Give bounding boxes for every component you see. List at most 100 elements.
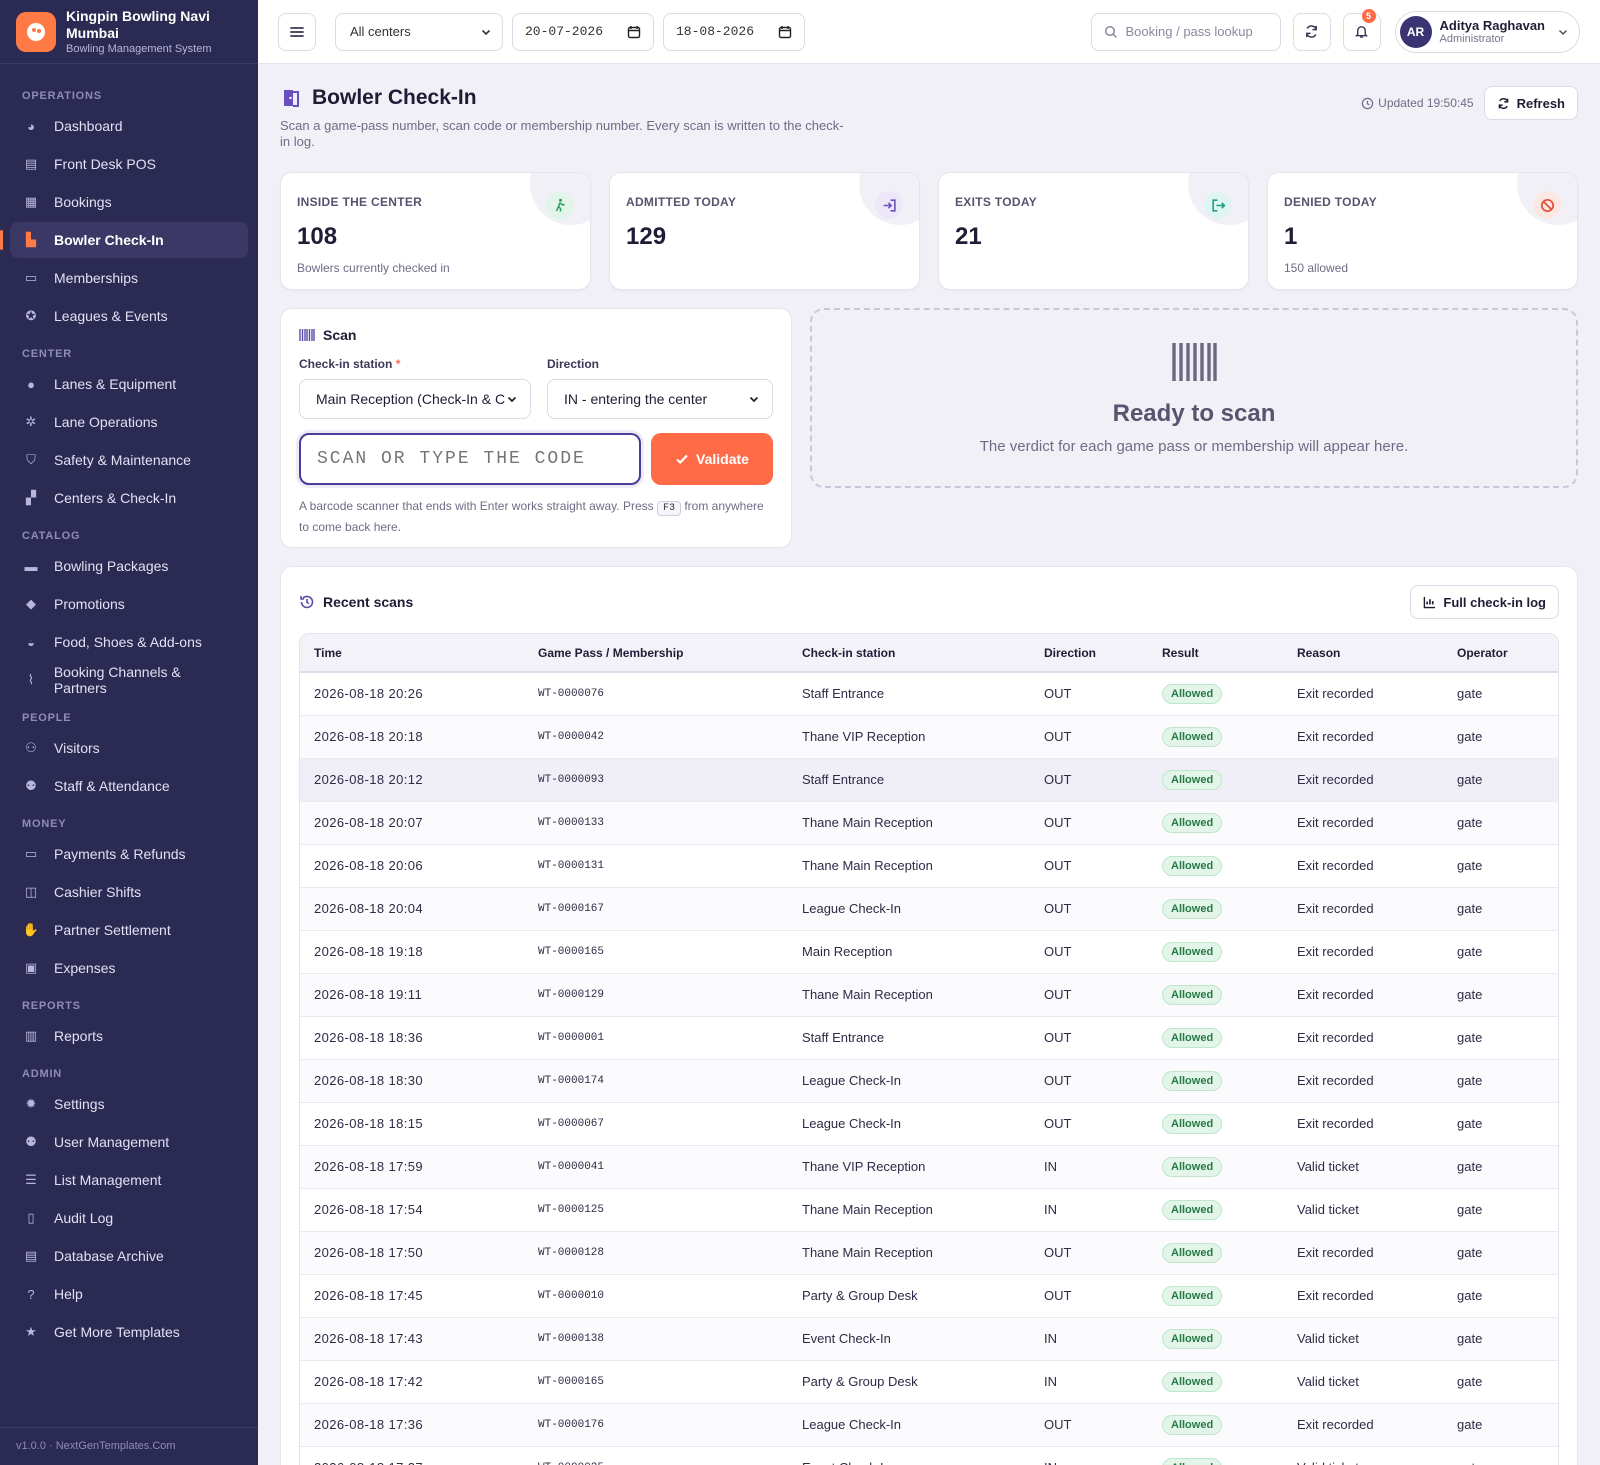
table-row[interactable]: 2026-08-18 17:59 WT-0000041 Thane VIP Rece… bbox=[300, 1145, 1558, 1189]
user-menu[interactable]: AR Aditya Raghavan Administrator bbox=[1394, 10, 1580, 53]
brand[interactable]: Kingpin Bowling Navi Mumbai Bowling Mana… bbox=[0, 0, 258, 64]
result-cell: Allowed bbox=[1148, 758, 1283, 802]
sidebar-item-front-desk-pos[interactable]: ▤ Front Desk POS bbox=[10, 146, 248, 182]
table-row[interactable]: 2026-08-18 18:15 WT-0000067 League Check-I… bbox=[300, 1102, 1558, 1146]
table-row[interactable]: 2026-08-18 17:54 WT-0000125 Thane Main Rec… bbox=[300, 1188, 1558, 1232]
table-row[interactable]: 2026-08-18 17:50 WT-0000128 Thane Main Rec… bbox=[300, 1231, 1558, 1275]
table-row[interactable]: 2026-08-18 18:36 WT-0000001 Staff Entrance… bbox=[300, 1016, 1558, 1060]
date-from-input[interactable]: 20-07-2026 bbox=[512, 12, 654, 51]
sidebar-item-list-management[interactable]: ☰ List Management bbox=[10, 1162, 248, 1198]
column-header[interactable]: Time bbox=[300, 634, 524, 673]
operator-cell: gate bbox=[1443, 930, 1558, 974]
table-row[interactable]: 2026-08-18 20:26 WT-0000076 Staff Entrance… bbox=[300, 672, 1558, 716]
sidebar-item-centers-check-in[interactable]: ▞ Centers & Check-In bbox=[10, 480, 248, 516]
column-header[interactable]: Check-in station bbox=[788, 634, 1030, 673]
status-badge: Allowed bbox=[1162, 1242, 1223, 1263]
column-header[interactable]: Reason bbox=[1283, 634, 1443, 673]
sidebar-item-dashboard[interactable]: ◕ Dashboard bbox=[10, 108, 248, 144]
time-cell: 2026-08-18 20:26 bbox=[300, 672, 524, 716]
reason-cell: Exit recorded bbox=[1283, 1403, 1443, 1447]
result-cell: Allowed bbox=[1148, 1360, 1283, 1404]
tag-icon: ◆ bbox=[26, 596, 36, 611]
full-check-in-log-button[interactable]: Full check-in log bbox=[1410, 585, 1559, 619]
refresh-button[interactable]: Refresh bbox=[1483, 86, 1578, 120]
sidebar-item-get-more-templates[interactable]: ★ Get More Templates bbox=[10, 1314, 248, 1350]
time-cell: 2026-08-18 18:30 bbox=[300, 1059, 524, 1103]
table-row[interactable]: 2026-08-18 19:18 WT-0000165 Main Reception… bbox=[300, 930, 1558, 974]
sidebar-item-promotions[interactable]: ◆ Promotions bbox=[10, 586, 248, 622]
time-cell: 2026-08-18 18:36 bbox=[300, 1016, 524, 1060]
sidebar-item-cashier-shifts[interactable]: ◫ Cashier Shifts bbox=[10, 874, 248, 910]
table-row[interactable]: 2026-08-18 20:12 WT-0000093 Staff Entrance… bbox=[300, 758, 1558, 802]
table-header-row: Time Game Pass / Membership Check-in stati… bbox=[300, 634, 1558, 673]
station-cell: Party & Group Desk bbox=[788, 1274, 1030, 1318]
table-row[interactable]: 2026-08-18 17:27WT-0000025Event Check-In… bbox=[300, 1446, 1558, 1465]
station-select[interactable]: Main Reception (Check-In & Check-Out) bbox=[299, 379, 531, 419]
menu-toggle-button[interactable] bbox=[278, 12, 316, 51]
pass-cell: WT-0000176 bbox=[524, 1403, 788, 1447]
sidebar-item-lanes-equipment[interactable]: ● Lanes & Equipment bbox=[10, 366, 248, 402]
booking-lookup-search[interactable]: Booking / pass lookup bbox=[1090, 12, 1281, 51]
sidebar-item-user-management[interactable]: ⚉ User Management bbox=[10, 1124, 248, 1160]
scan-code-input[interactable] bbox=[299, 433, 641, 485]
status-badge: Allowed bbox=[1162, 1070, 1223, 1091]
sidebar-item-settings[interactable]: ✹ Settings bbox=[10, 1086, 248, 1122]
sidebar-item-reports[interactable]: ▥ Reports bbox=[10, 1018, 248, 1054]
table-row[interactable]: 2026-08-18 17:43 WT-0000138 Event Check-In… bbox=[300, 1317, 1558, 1361]
table-row[interactable]: 2026-08-18 20:18 WT-0000042 Thane VIP Rece… bbox=[300, 715, 1558, 759]
operator-cell: gate bbox=[1443, 715, 1558, 759]
sidebar-item-booking-channels-partners[interactable]: ⌇ Booking Channels & Partners bbox=[10, 662, 248, 698]
table-row[interactable]: 2026-08-18 20:06 WT-0000131 Thane Main Rec… bbox=[300, 844, 1558, 888]
result-cell: Allowed bbox=[1148, 1059, 1283, 1103]
sidebar-item-payments-refunds[interactable]: ▭ Payments & Refunds bbox=[10, 836, 248, 872]
sidebar-item-leagues-events[interactable]: ✪ Leagues & Events bbox=[10, 298, 248, 334]
sidebar-item-bowler-check-in[interactable]: ▙ Bowler Check-In bbox=[0, 222, 248, 258]
center-select[interactable]: All centers bbox=[335, 12, 503, 51]
table-row[interactable]: 2026-08-18 18:30 WT-0000174 League Check-I… bbox=[300, 1059, 1558, 1103]
sidebar-item-lane-operations[interactable]: ✲ Lane Operations bbox=[10, 404, 248, 440]
direction-select[interactable]: IN - entering the center bbox=[547, 379, 773, 419]
table-row[interactable]: 2026-08-18 17:42 WT-0000165 Party & Group … bbox=[300, 1360, 1558, 1404]
sidebar-item-expenses[interactable]: ▣ Expenses bbox=[10, 950, 248, 986]
column-header[interactable]: Game Pass / Membership bbox=[524, 634, 788, 673]
bar-chart-icon bbox=[1424, 596, 1436, 608]
hamburger-icon bbox=[290, 26, 304, 37]
column-header[interactable]: Operator bbox=[1443, 634, 1558, 673]
validate-button[interactable]: Validate bbox=[651, 433, 773, 485]
chevron-down-icon bbox=[507, 396, 517, 403]
sidebar-item-partner-settlement[interactable]: ✋ Partner Settlement bbox=[10, 912, 248, 948]
sidebar-item-food-shoes-add-ons[interactable]: ◒ Food, Shoes & Add-ons bbox=[10, 624, 248, 660]
sidebar-item-label: Audit Log bbox=[54, 1210, 114, 1226]
status-badge: Allowed bbox=[1162, 683, 1223, 704]
sync-button[interactable] bbox=[1292, 12, 1331, 51]
result-cell: Allowed bbox=[1148, 1102, 1283, 1146]
status-badge: Allowed bbox=[1162, 1371, 1223, 1392]
pass-cell: WT-0000001 bbox=[524, 1016, 788, 1060]
table-row[interactable]: 2026-08-18 19:11 WT-0000129 Thane Main Rec… bbox=[300, 973, 1558, 1017]
sidebar-item-database-archive[interactable]: ▤ Database Archive bbox=[10, 1238, 248, 1274]
column-header[interactable]: Direction bbox=[1030, 634, 1148, 673]
table-row[interactable]: 2026-08-18 17:36 WT-0000176 League Check-I… bbox=[300, 1403, 1558, 1447]
table-row[interactable]: 2026-08-18 17:45 WT-0000010 Party & Group … bbox=[300, 1274, 1558, 1318]
sidebar-item-label: Bowler Check-In bbox=[54, 232, 164, 248]
sidebar-item-visitors[interactable]: ⚇ Visitors bbox=[10, 730, 248, 766]
operator-cell: gate bbox=[1443, 1188, 1558, 1232]
sidebar-footer: v1.0.0 · NextGenTemplates.Com bbox=[0, 1427, 258, 1465]
sidebar-item-memberships[interactable]: ▭ Memberships bbox=[10, 260, 248, 296]
sidebar-item-bowling-packages[interactable]: ▬ Bowling Packages bbox=[10, 548, 248, 584]
table-row[interactable]: 2026-08-18 20:07 WT-0000133 Thane Main Rec… bbox=[300, 801, 1558, 845]
sidebar-item-staff-attendance[interactable]: ⚉ Staff & Attendance bbox=[10, 768, 248, 804]
clock-icon bbox=[1361, 97, 1374, 109]
column-header[interactable]: Result bbox=[1148, 634, 1283, 673]
notifications-button[interactable]: 5 bbox=[1342, 8, 1381, 51]
station-cell: Thane VIP Reception bbox=[788, 715, 1030, 759]
sidebar-item-safety-maintenance[interactable]: ⛉ Safety & Maintenance bbox=[10, 442, 248, 478]
archive-icon: ▤ bbox=[24, 1248, 38, 1263]
date-to-input[interactable]: 18-08-2026 bbox=[663, 12, 805, 51]
sidebar-item-help[interactable]: ? Help bbox=[10, 1276, 248, 1312]
sidebar-item-bookings[interactable]: ▦ Bookings bbox=[10, 184, 248, 220]
table-row[interactable]: 2026-08-18 20:04 WT-0000167 League Check-I… bbox=[300, 887, 1558, 931]
sidebar-item-audit-log[interactable]: ▯ Audit Log bbox=[10, 1200, 248, 1236]
pass-cell: WT-0000133 bbox=[524, 801, 788, 845]
nav-section-title: People bbox=[22, 712, 72, 724]
